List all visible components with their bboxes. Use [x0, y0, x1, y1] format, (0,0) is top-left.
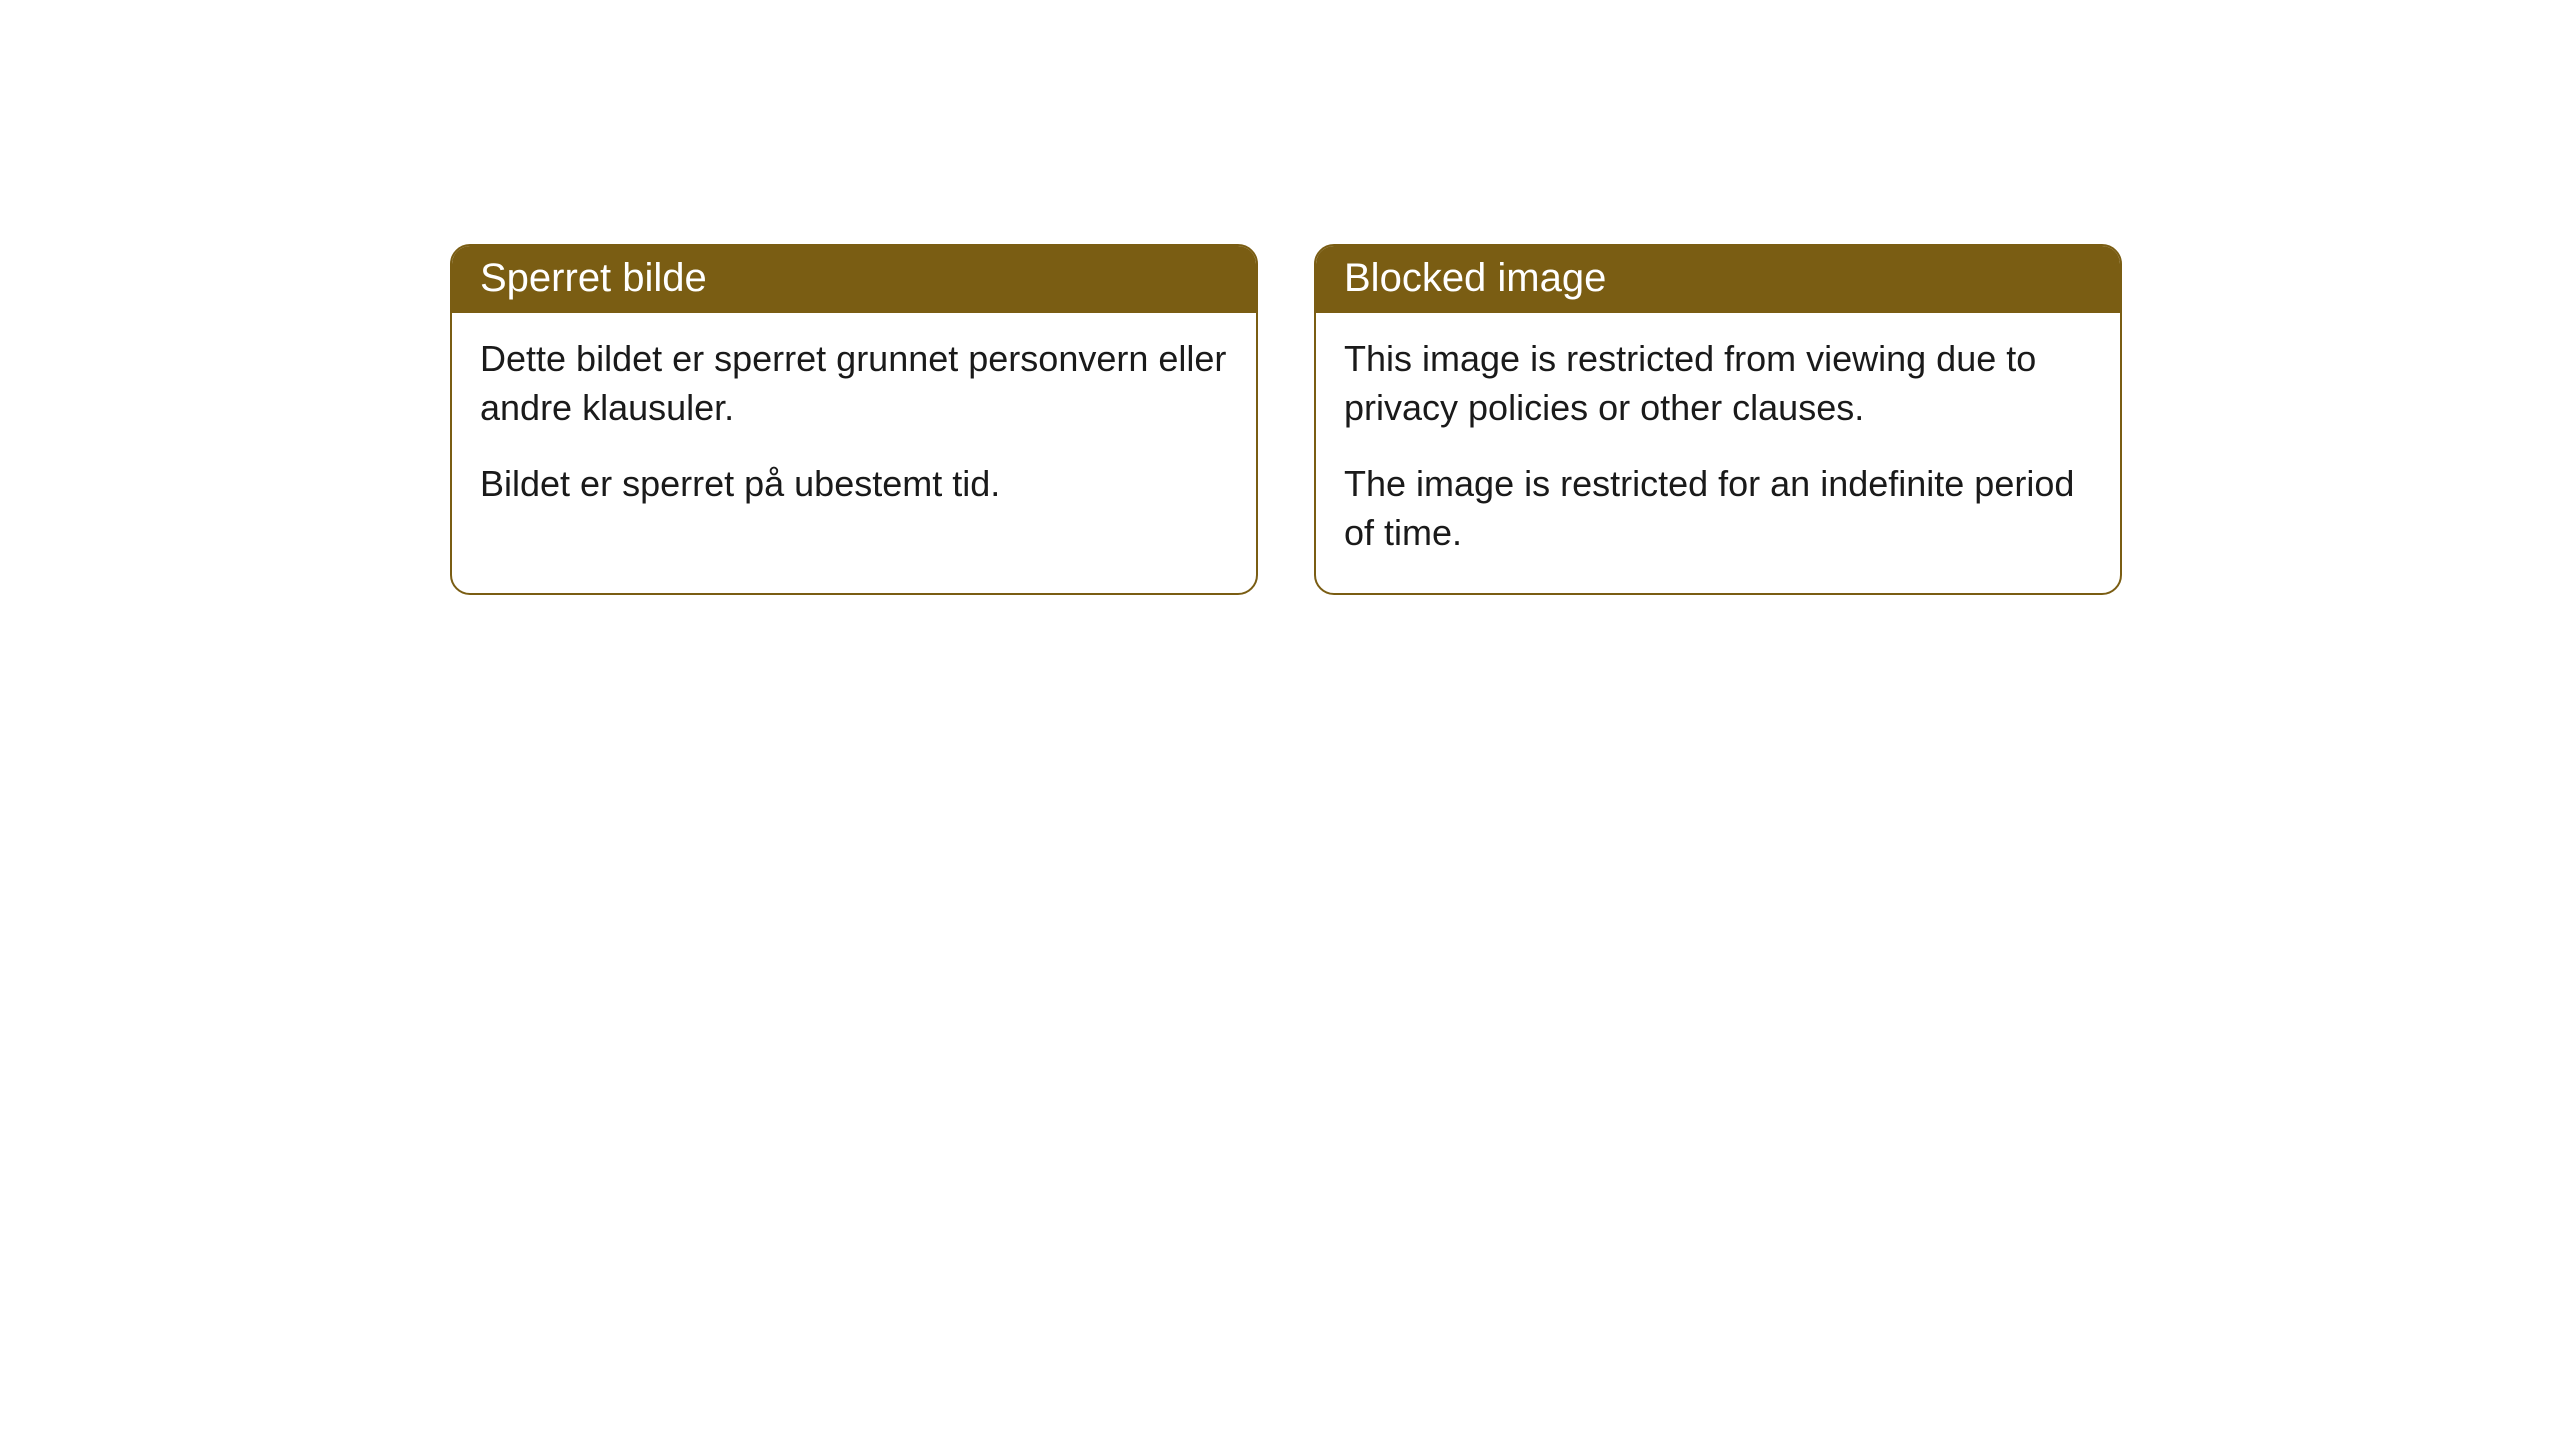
- notice-cards-container: Sperret bilde Dette bildet er sperret gr…: [0, 0, 2560, 595]
- card-body-en: This image is restricted from viewing du…: [1316, 313, 2120, 593]
- blocked-image-card-no: Sperret bilde Dette bildet er sperret gr…: [450, 244, 1258, 595]
- card-header-en: Blocked image: [1316, 246, 2120, 313]
- card-paragraph: The image is restricted for an indefinit…: [1344, 460, 2092, 557]
- card-header-no: Sperret bilde: [452, 246, 1256, 313]
- card-body-no: Dette bildet er sperret grunnet personve…: [452, 313, 1256, 545]
- card-paragraph: This image is restricted from viewing du…: [1344, 335, 2092, 432]
- blocked-image-card-en: Blocked image This image is restricted f…: [1314, 244, 2122, 595]
- card-paragraph: Dette bildet er sperret grunnet personve…: [480, 335, 1228, 432]
- card-paragraph: Bildet er sperret på ubestemt tid.: [480, 460, 1228, 509]
